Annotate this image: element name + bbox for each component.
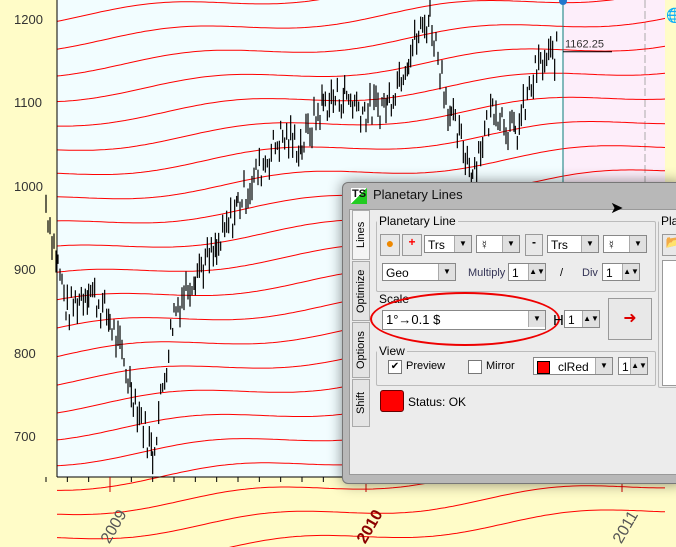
add-button[interactable]: +: [402, 234, 422, 256]
tab-shift[interactable]: Shift: [352, 379, 370, 427]
stepper-arrows-icon: ▲▼: [622, 264, 639, 280]
chevron-down-icon: ▼: [438, 264, 455, 280]
color-swatch: [537, 361, 550, 375]
dialog-title-text: Planetary Lines: [373, 187, 463, 202]
y-tick-label: 900: [14, 262, 36, 278]
div-stepper[interactable]: 1 ▲▼: [602, 263, 640, 281]
status-indicator: [380, 390, 404, 412]
line-color-select[interactable]: clRed ▼: [533, 357, 613, 375]
y-tick-label: 1100: [14, 95, 42, 111]
div-label: Div: [582, 267, 598, 279]
planetary-line: [56, 0, 320, 22]
planetary-line: [56, 145, 666, 200]
coordinate-select[interactable]: Geo ▼: [382, 263, 456, 281]
y-tick-label: 1200: [14, 12, 43, 27]
mouse-cursor-icon: ➤: [610, 200, 624, 217]
planet2-mode-select[interactable]: Trs ▼: [547, 235, 599, 253]
planetary-line: [56, 485, 665, 540]
h-label: H: [553, 312, 564, 329]
planetary-line: [56, 121, 666, 175]
planet2-select[interactable]: ☿ ▼: [603, 235, 647, 253]
chevron-down-icon: ▼: [595, 358, 612, 374]
tab-options[interactable]: Options: [352, 322, 370, 378]
view-group: View: [376, 344, 656, 386]
planetary-line-group: Planetary Line: [376, 214, 656, 292]
globe-icon: 🌐: [666, 7, 676, 24]
cursor-marker: [559, 0, 567, 5]
chevron-down-icon: ▼: [502, 236, 519, 252]
stepper-arrows-icon: ▲▼: [582, 311, 599, 327]
planet1-select[interactable]: ☿ ▼: [476, 235, 520, 253]
scale-highlight-ellipse: [370, 292, 560, 346]
status-text: Status: OK: [408, 395, 467, 409]
arrow-right-icon: ➜: [623, 310, 637, 327]
y-tick-label: 700: [14, 429, 36, 444]
mirror-label: Mirror: [486, 360, 515, 372]
tab-lines[interactable]: Lines: [352, 210, 370, 260]
chevron-down-icon: ▼: [454, 236, 471, 252]
h-stepper[interactable]: 1 ▲▼: [564, 310, 600, 328]
chevron-down-icon: ▼: [581, 236, 598, 252]
preview-checkbox[interactable]: ✔: [388, 360, 402, 374]
preview-label: Preview: [406, 360, 446, 372]
open-folder-button[interactable]: 📂: [662, 234, 676, 256]
multiply-stepper[interactable]: 1 ▲▼: [508, 263, 546, 281]
last-price-label: 1162.25: [565, 39, 604, 51]
planetary-lines-dialog: TS Planetary Lines Lines Optimize Options…: [342, 182, 676, 484]
stepper-arrows-icon: ▲▼: [630, 358, 647, 374]
slash-label: /: [560, 267, 564, 279]
dialog-title[interactable]: TS Planetary Lines: [351, 187, 463, 204]
mirror-checkbox[interactable]: [468, 360, 482, 374]
multiply-label: Multiply: [468, 267, 506, 279]
planets-icon: ●: [385, 235, 395, 251]
folder-icon: 📂: [665, 235, 676, 249]
planetary-line-legend: Planetary Line: [379, 214, 456, 228]
planetary-line: [56, 17, 666, 77]
planetary-line: [56, 45, 666, 103]
apply-arrow-button[interactable]: ➜: [608, 298, 652, 340]
planet-color-button[interactable]: ●: [380, 234, 400, 256]
line-width-stepper[interactable]: 1 ▲▼: [618, 357, 648, 375]
right-panel-group: Plan: [658, 214, 676, 388]
planetary-line: [228, 509, 666, 547]
view-legend: View: [379, 344, 405, 358]
stepper-arrows-icon: ▲▼: [528, 264, 545, 280]
y-tick-label: 1000: [14, 178, 43, 194]
y-tick-label: 800: [14, 345, 36, 361]
lines-list[interactable]: [662, 260, 676, 386]
planet1-mode-select[interactable]: Trs ▼: [424, 235, 472, 253]
right-panel-legend: Plan: [661, 214, 676, 228]
chevron-down-icon: ▼: [629, 236, 646, 252]
subtract-button[interactable]: -: [525, 234, 543, 256]
planetary-line: [57, 72, 666, 127]
tab-optimize[interactable]: Optimize: [352, 261, 370, 321]
ts-logo-icon: TS: [351, 187, 367, 204]
